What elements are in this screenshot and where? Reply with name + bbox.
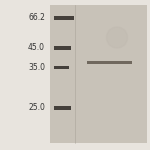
Text: 66.2: 66.2 (28, 14, 45, 22)
FancyBboxPatch shape (54, 106, 70, 110)
Text: 25.0: 25.0 (28, 103, 45, 112)
Text: 45.0: 45.0 (28, 44, 45, 52)
Text: 35.0: 35.0 (28, 63, 45, 72)
FancyBboxPatch shape (54, 46, 70, 50)
FancyBboxPatch shape (54, 66, 69, 69)
FancyBboxPatch shape (54, 16, 74, 20)
FancyBboxPatch shape (87, 61, 132, 64)
FancyBboxPatch shape (50, 4, 147, 142)
Circle shape (106, 27, 128, 48)
